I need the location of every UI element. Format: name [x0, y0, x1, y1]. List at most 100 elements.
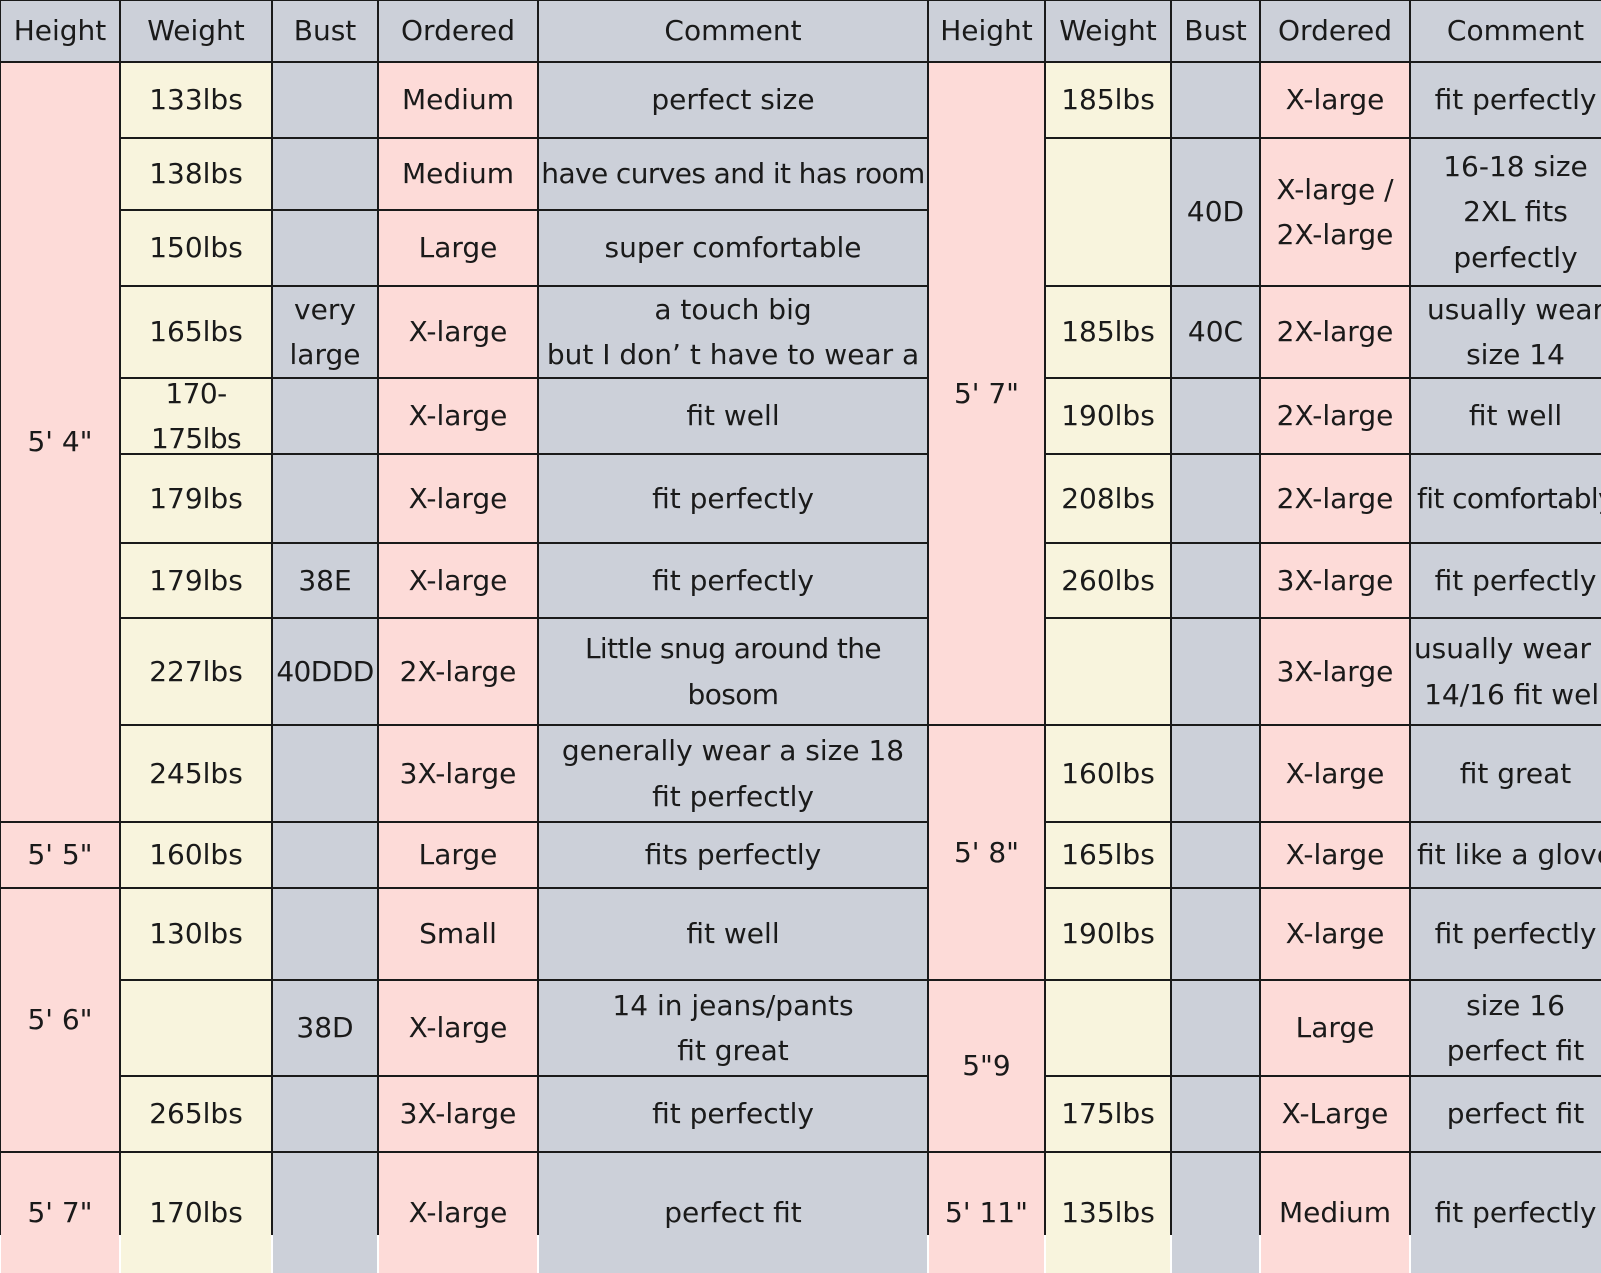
weight-cell: 227lbs [121, 619, 271, 724]
height-cell: 5"9 [929, 981, 1044, 1151]
comment-cell: have curves and it has room [539, 139, 927, 209]
bust-cell [1172, 379, 1259, 453]
header-weight: Weight [1046, 1, 1170, 61]
weight-cell: 179lbs [121, 455, 271, 542]
comment-cell: perfect size [539, 63, 927, 137]
comment-cell: fit perfectly [1411, 889, 1601, 979]
bust-cell [273, 1077, 377, 1151]
weight-cell: 160lbs [1046, 726, 1170, 821]
ordered-cell: X-large [1261, 63, 1409, 137]
comment-cell: fits perfectly [539, 823, 927, 887]
height-cell: 5' 7" [929, 63, 1044, 724]
comment-cell: size 16 perfect fit [1411, 981, 1601, 1075]
ordered-cell: Large [379, 823, 537, 887]
bust-cell [1172, 544, 1259, 617]
comment-cell: usually wear a 14/16 fit well [1411, 619, 1601, 724]
weight-cell: 150lbs [121, 211, 271, 285]
bust-cell: 40DDD [273, 619, 377, 724]
header-weight: Weight [121, 1, 271, 61]
weight-cell: 135lbs [1046, 1153, 1170, 1273]
comment-cell: 16-18 size 2XL fits perfectly [1411, 139, 1601, 285]
height-cell: 5' 7" [1, 1153, 119, 1273]
ordered-cell: 2X-large [1261, 379, 1409, 453]
comment-cell: super comfortable [539, 211, 927, 285]
weight-cell: 190lbs [1046, 379, 1170, 453]
bust-cell [1172, 981, 1259, 1075]
ordered-cell: 2X-large [1261, 287, 1409, 377]
ordered-cell: X-large [379, 379, 537, 453]
comment-cell: fit well [1411, 379, 1601, 453]
weight-cell: 190lbs [1046, 889, 1170, 979]
comment-cell: fit perfectly [539, 455, 927, 542]
ordered-cell: Large [379, 211, 537, 285]
ordered-cell: X-large [1261, 823, 1409, 887]
weight-cell [1046, 619, 1170, 724]
comment-cell: fit comfortably [1411, 455, 1601, 542]
bust-cell: very large [273, 287, 377, 377]
weight-cell: 175lbs [1046, 1077, 1170, 1151]
bust-cell [1172, 823, 1259, 887]
comment-cell: perfect fit [1411, 1077, 1601, 1151]
ordered-cell: Small [379, 889, 537, 979]
weight-cell: 133lbs [121, 63, 271, 137]
comment-cell: 14 in jeans/pants fit great [539, 981, 927, 1075]
bust-cell [273, 379, 377, 453]
header-height: Height [929, 1, 1044, 61]
bust-cell [273, 63, 377, 137]
weight-cell [1046, 981, 1170, 1075]
bust-cell: 38D [273, 981, 377, 1075]
bust-cell [273, 823, 377, 887]
header-height: Height [1, 1, 119, 61]
header-comment: Comment [1411, 1, 1601, 61]
ordered-cell: Medium [1261, 1153, 1409, 1273]
bust-cell [1172, 1153, 1259, 1273]
weight-cell: 260lbs [1046, 544, 1170, 617]
bust-cell [1172, 63, 1259, 137]
weight-cell: 185lbs [1046, 287, 1170, 377]
ordered-cell: X-large [379, 981, 537, 1075]
bust-cell: 40D [1172, 139, 1259, 285]
comment-cell: fit great [1411, 726, 1601, 821]
comment-cell: fit well [539, 379, 927, 453]
ordered-cell: 2X-large [379, 619, 537, 724]
comment-cell: perfect fit [539, 1153, 927, 1273]
comment-cell: fit perfectly [1411, 63, 1601, 137]
comment-cell: usually wear size 14 [1411, 287, 1601, 377]
height-cell: 5' 6" [1, 889, 119, 1151]
bust-cell [273, 211, 377, 285]
ordered-cell: 3X-large [1261, 619, 1409, 724]
bust-cell [273, 139, 377, 209]
ordered-cell: X-large [379, 287, 537, 377]
bust-cell [273, 889, 377, 979]
comment-cell: fit perfectly [1411, 1153, 1601, 1273]
weight-cell: 179lbs [121, 544, 271, 617]
weight-cell: 170-175lbs [121, 379, 271, 453]
ordered-cell: X-large [1261, 726, 1409, 821]
bust-cell: 40C [1172, 287, 1259, 377]
ordered-cell: X-large [379, 544, 537, 617]
ordered-cell: X-large [379, 1153, 537, 1273]
comment-cell: a touch big but I don’ t have to wear a [539, 287, 927, 377]
ordered-cell: Medium [379, 139, 537, 209]
bust-cell [1172, 726, 1259, 821]
header-bust: Bust [1172, 1, 1259, 61]
weight-cell: 265lbs [121, 1077, 271, 1151]
height-cell: 5' 5" [1, 823, 119, 887]
weight-cell: 130lbs [121, 889, 271, 979]
weight-cell: 170lbs [121, 1153, 271, 1273]
ordered-cell: 3X-large [379, 1077, 537, 1151]
weight-cell: 160lbs [121, 823, 271, 887]
bust-cell: 38E [273, 544, 377, 617]
comment-cell: Little snug around the bosom [539, 619, 927, 724]
comment-cell: fit like a glove [1411, 823, 1601, 887]
ordered-cell: Large [1261, 981, 1409, 1075]
ordered-cell: X-large [379, 455, 537, 542]
header-ordered: Ordered [1261, 1, 1409, 61]
height-cell: 5' 11" [929, 1153, 1044, 1273]
weight-cell [1046, 139, 1170, 285]
comment-cell: fit perfectly [539, 544, 927, 617]
ordered-cell: X-Large [1261, 1077, 1409, 1151]
comment-cell: fit well [539, 889, 927, 979]
header-bust: Bust [273, 1, 377, 61]
